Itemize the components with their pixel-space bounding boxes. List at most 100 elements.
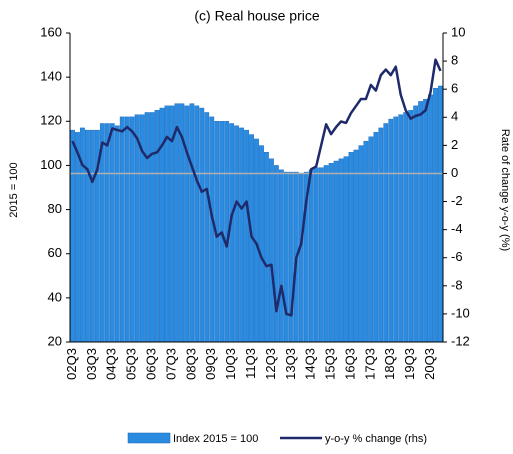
legend-swatch [127,432,171,444]
x-tick-label: 20Q3 [422,348,437,380]
bar [373,132,379,343]
bar [109,123,115,343]
bar [264,151,269,343]
y2-tick-label: -4 [451,221,463,236]
y-tick-label: 120 [40,113,62,128]
bar [388,118,394,343]
legend-label: y-o-y % change (rhs) [325,433,427,445]
y2-tick-label: -12 [451,333,470,348]
x-tick-label: 04Q3 [104,348,119,380]
y-tick-label: 60 [48,245,62,260]
bar [199,107,205,343]
y-tick-label: 140 [40,69,62,84]
x-tick-label: 18Q3 [382,348,397,380]
bar [358,145,364,343]
bar [393,116,399,343]
y2-tick-label: 8 [451,53,458,68]
bar [378,127,384,343]
line [71,58,442,317]
bar [348,151,354,343]
bar [353,149,359,343]
bar [418,101,424,343]
bar [438,85,443,343]
bar [124,116,130,343]
bar [428,94,433,343]
bar [313,167,319,343]
bar [343,156,349,343]
y-tick-label: 80 [48,201,62,216]
x-tick-label: 10Q3 [223,348,238,380]
y2-tick-label: -10 [451,305,470,320]
bar [149,112,155,343]
y-axis-label: 2015 = 100 [8,162,20,217]
x-tick-label: 17Q3 [362,348,377,380]
x-tick-label: 07Q3 [163,348,178,380]
bar [184,105,190,343]
bar [129,116,135,343]
bar [259,145,264,343]
y2-tick-label: -2 [451,193,463,208]
bar [398,114,404,343]
bar [114,125,120,343]
x-tick-label: 11Q3 [243,348,258,379]
x-tick-label: 03Q3 [84,348,99,380]
bar [85,129,90,343]
bar [368,136,374,343]
x-tick-label: 12Q3 [263,348,278,380]
y2-tick-label: 6 [451,81,458,96]
bar [274,165,279,343]
bar [89,129,95,343]
bar [403,112,409,343]
bar [413,105,419,343]
y2-tick-label: -6 [451,249,463,264]
x-tick-label: 13Q3 [283,348,298,380]
bar [119,116,125,343]
bar [423,99,428,343]
y-tick-label: 20 [48,333,62,348]
y2-tick-label: -8 [451,277,463,292]
bar [283,171,289,343]
x-tick-label: 08Q3 [183,348,198,380]
bar [383,123,389,343]
bar [154,110,160,343]
bar [204,112,210,343]
bar [318,167,324,343]
y2-tick-label: 0 [451,165,458,180]
x-tick-label: 06Q3 [143,348,158,380]
bar [308,169,314,343]
bar [333,160,339,343]
y-tick-label: 160 [40,24,62,39]
y2-axis-label: Rate of change y-o-y (%) [499,129,511,251]
x-tick-label: 09Q3 [203,348,218,380]
bar [278,169,284,343]
bar [239,127,244,343]
bar [70,129,75,343]
legend-label: Index 2015 = 100 [173,433,258,445]
bar [338,158,344,343]
chart-title: (c) Real house price [194,8,319,24]
x-tick-label: 15Q3 [323,348,338,380]
y-tick-label: 40 [48,289,62,304]
bar [189,103,195,343]
bar [328,163,334,343]
x-tick-label: 02Q3 [64,348,79,380]
bar [134,114,140,343]
bar [104,123,110,343]
bar [269,158,274,343]
y2-tick-label: 2 [451,137,458,152]
bar [234,125,239,343]
y-tick-label: 100 [40,157,62,172]
bar [174,103,180,343]
x-tick-label: 19Q3 [402,348,417,380]
x-tick-label: 16Q3 [342,348,357,380]
bar [194,105,200,343]
bar [209,116,215,343]
bar [298,174,304,343]
bar [363,140,369,343]
bar [144,112,150,343]
bar [433,87,438,343]
bar [323,165,329,343]
x-tick-label: 14Q3 [303,348,318,380]
y2-tick-label: 4 [451,109,458,124]
